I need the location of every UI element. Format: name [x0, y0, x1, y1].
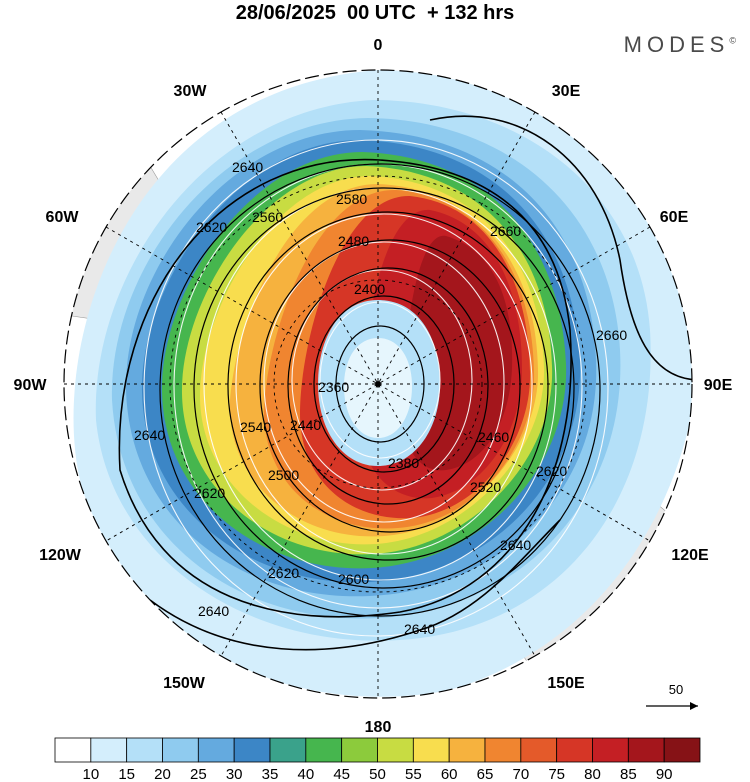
lon-label-120w: 120W — [39, 547, 82, 564]
colorbar-swatch — [377, 737, 414, 763]
lon-label-0: 0 — [374, 37, 383, 54]
contour-label: 2660 — [490, 223, 521, 239]
contour-label: 2640 — [134, 427, 165, 443]
reference-vector: 50 — [646, 682, 698, 710]
contour-label: 2640 — [404, 621, 435, 637]
brand-logo: MODES© — [623, 32, 736, 57]
colorbar-tick-label: 75 — [548, 766, 565, 782]
colorbar-tick-label: 35 — [262, 766, 279, 782]
contour-label: 2620 — [268, 565, 299, 581]
lon-label-30e: 30E — [552, 83, 581, 100]
contour-label: 2560 — [252, 209, 283, 225]
colorbar-tick-label: 70 — [512, 766, 529, 782]
map-disk — [64, 70, 692, 698]
contour-label: 2580 — [336, 191, 367, 207]
contour-label: 2360 — [318, 379, 349, 395]
longitude-labels: 0 30E 60E 90E 120E 150E 180 150W 120W 90… — [14, 37, 733, 736]
contour-label: 2500 — [268, 467, 299, 483]
colorbar-tick-label: 85 — [620, 766, 637, 782]
lon-label-150e: 150E — [547, 675, 585, 692]
contour-label: 2460 — [478, 429, 509, 445]
colorbar-tick-label: 40 — [297, 766, 314, 782]
colorbar-tick-label: 55 — [405, 766, 422, 782]
colorbar-swatch — [412, 737, 450, 763]
contour-label: 2540 — [240, 419, 271, 435]
lon-label-90e: 90E — [704, 377, 733, 394]
colorbar-swatch — [162, 737, 199, 763]
contour-label: 2620 — [194, 485, 225, 501]
pole-marker — [375, 381, 381, 387]
colorbar-swatch — [592, 737, 629, 763]
colorbar-tick-label: 10 — [82, 766, 99, 782]
colorbar-tick-label: 65 — [477, 766, 494, 782]
colorbar: 10 15 20 25 30 35 40 45 50 55 60 65 70 75 80 85 90 — [54, 737, 701, 782]
colorbar-swatch — [520, 737, 558, 763]
graticule — [64, 70, 692, 698]
lon-label-30w: 30W — [174, 83, 208, 100]
reference-vector-label: 50 — [669, 682, 683, 697]
lon-label-60e: 60E — [660, 209, 689, 226]
contour-label: 2400 — [354, 281, 385, 297]
contour-label: 2480 — [338, 233, 369, 249]
lon-label-90w: 90W — [14, 377, 48, 394]
contour-labels: 2640 2620 2580 2560 2480 2540 2500 2400 … — [134, 159, 627, 637]
colorbar-tick-label: 25 — [190, 766, 207, 782]
colorbar-swatch — [556, 737, 593, 763]
contour-label: 2520 — [470, 479, 501, 495]
colorbar-tick-label: 30 — [226, 766, 243, 782]
map-border — [63, 69, 693, 699]
colorbar-swatch — [233, 737, 271, 763]
colorbar-tick-label: 60 — [441, 766, 458, 782]
contour-label: 2640 — [198, 603, 229, 619]
contour-label: 2600 — [338, 571, 369, 587]
colorbar-swatch — [90, 737, 128, 763]
lon-label-150w: 150W — [163, 675, 206, 692]
lon-label-120e: 120E — [671, 547, 709, 564]
colorbar-tick-label: 50 — [369, 766, 386, 782]
colorbar-tick-label: 15 — [118, 766, 135, 782]
colorbar-swatch — [269, 737, 307, 763]
contour-label: 2620 — [196, 219, 227, 235]
colorbar-tick-label: 90 — [656, 766, 673, 782]
colorbar-tick-label: 20 — [154, 766, 171, 782]
height-contours — [118, 115, 692, 651]
contour-label: 2440 — [290, 417, 321, 433]
lon-label-60w: 60W — [46, 209, 80, 226]
contour-label: 2380 — [388, 455, 419, 471]
contour-label: 2620 — [536, 463, 567, 479]
colorbar-swatch — [126, 737, 163, 763]
colorbar-swatch — [484, 737, 522, 763]
colorbar-swatch — [448, 737, 486, 763]
wind-speed-shading — [73, 70, 692, 697]
map-title: 28/06/2025 00 UTC + 132 hrs — [235, 2, 515, 24]
colorbar-tick-label: 45 — [333, 766, 350, 782]
contour-label: 2640 — [232, 159, 263, 175]
colorbar-swatch — [663, 737, 701, 763]
colorbar-tick-label: 80 — [584, 766, 601, 782]
contour-label: 2660 — [596, 327, 627, 343]
lon-label-180: 180 — [365, 719, 392, 736]
colorbar-swatch — [341, 737, 378, 763]
contour-label: 2640 — [500, 537, 531, 553]
colorbar-swatch — [197, 737, 235, 763]
colorbar-swatch — [627, 737, 665, 763]
colorbar-swatch — [305, 737, 343, 763]
colorbar-swatch — [54, 737, 92, 763]
